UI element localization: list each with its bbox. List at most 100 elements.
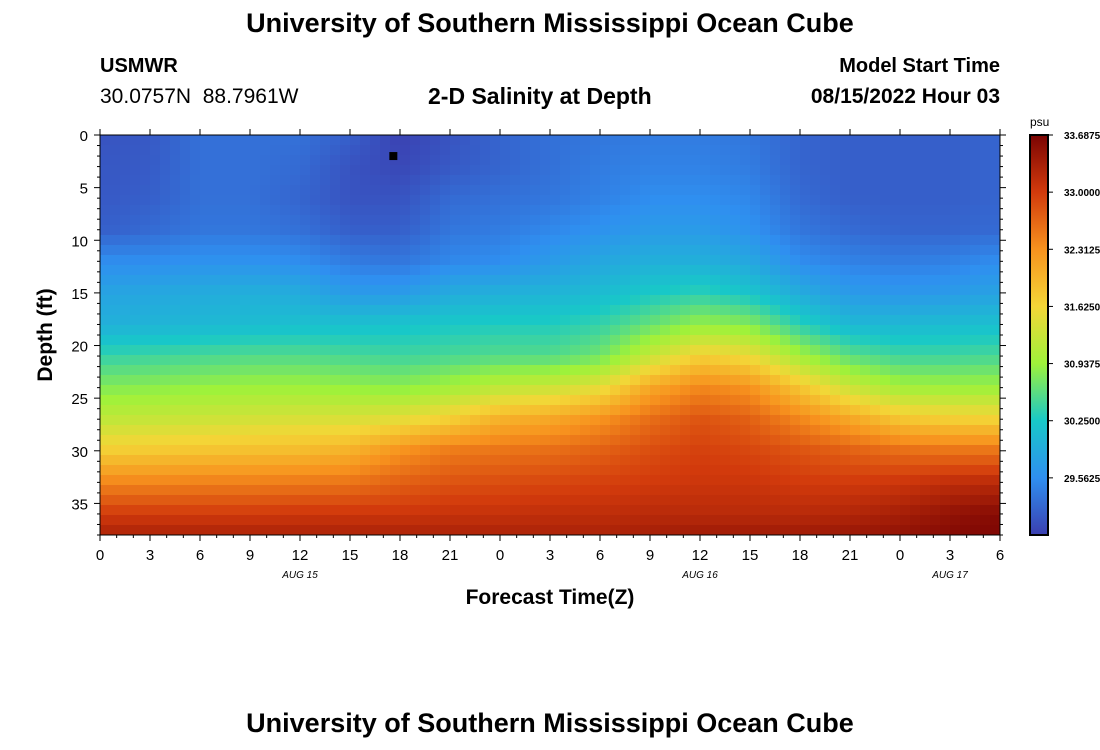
heatmap-cell	[700, 265, 711, 276]
heatmap-cell	[980, 355, 991, 366]
heatmap-cell	[590, 355, 601, 366]
heatmap-cell	[310, 145, 321, 156]
heatmap-cell	[490, 235, 501, 246]
heatmap-cell	[520, 245, 531, 256]
heatmap-cell	[320, 245, 331, 256]
heatmap-cell	[240, 245, 251, 256]
heatmap-cell	[360, 425, 371, 436]
heatmap-cell	[190, 395, 201, 406]
heatmap-cell	[110, 255, 121, 266]
heatmap-cell	[950, 155, 961, 166]
heatmap-cell	[470, 475, 481, 486]
heatmap-cell	[960, 465, 971, 476]
heatmap-cell	[160, 135, 171, 146]
heatmap-cell	[170, 485, 181, 496]
heatmap-cell	[130, 475, 141, 486]
heatmap-cell	[700, 465, 711, 476]
heatmap-cell	[260, 375, 271, 386]
heatmap-cell	[990, 135, 1000, 146]
heatmap-cell	[320, 505, 331, 516]
heatmap-cell	[860, 195, 871, 206]
heatmap-cell	[430, 495, 441, 506]
heatmap-cell	[760, 375, 771, 386]
heatmap-cell	[190, 505, 201, 516]
heatmap-cell	[820, 485, 831, 496]
heatmap-cell	[170, 255, 181, 266]
heatmap-cell	[940, 475, 951, 486]
heatmap-cell	[620, 205, 631, 216]
heatmap-cell	[200, 505, 211, 516]
heatmap-cell	[520, 275, 531, 286]
heatmap-cell	[910, 445, 921, 456]
heatmap-cell	[810, 155, 821, 166]
heatmap-cell	[820, 225, 831, 236]
heatmap-cell	[260, 435, 271, 446]
heatmap-cell	[600, 135, 611, 146]
heatmap-cell	[310, 505, 321, 516]
heatmap-cell	[910, 335, 921, 346]
heatmap-cell	[370, 265, 381, 276]
heatmap-cell	[650, 385, 661, 396]
heatmap-cell	[960, 485, 971, 496]
heatmap-cell	[530, 405, 541, 416]
heatmap-cell	[900, 425, 911, 436]
heatmap-cell	[270, 335, 281, 346]
heatmap-cell	[540, 515, 551, 526]
heatmap-cell	[800, 305, 811, 316]
heatmap-cell	[640, 365, 651, 376]
heatmap-cell	[160, 175, 171, 186]
heatmap-cell	[630, 315, 641, 326]
heatmap-cell	[320, 425, 331, 436]
heatmap-cell	[760, 505, 771, 516]
heatmap-cell	[250, 255, 261, 266]
heatmap-cell	[580, 305, 591, 316]
heatmap-cell	[720, 185, 731, 196]
heatmap-cell	[990, 435, 1000, 446]
heatmap-cell	[280, 455, 291, 466]
heatmap-cell	[210, 275, 221, 286]
heatmap-cell	[710, 465, 721, 476]
heatmap-cell	[100, 385, 111, 396]
heatmap-cell	[650, 215, 661, 226]
heatmap-cell	[840, 325, 851, 336]
heatmap-cell	[790, 155, 801, 166]
heatmap-cell	[810, 135, 821, 146]
heatmap-cell	[450, 445, 461, 456]
heatmap-cell	[810, 415, 821, 426]
heatmap-cell	[810, 175, 821, 186]
heatmap-cell	[570, 285, 581, 296]
heatmap-cell	[320, 315, 331, 326]
heatmap-cell	[820, 355, 831, 366]
heatmap-cell	[340, 185, 351, 196]
heatmap-cell	[560, 525, 571, 535]
heatmap-cell	[420, 405, 431, 416]
heatmap-cell	[130, 435, 141, 446]
heatmap-cell	[580, 485, 591, 496]
heatmap-cell	[230, 375, 241, 386]
heatmap-cell	[370, 185, 381, 196]
heatmap-cell	[730, 275, 741, 286]
heatmap-cell	[300, 185, 311, 196]
heatmap-cell	[630, 365, 641, 376]
heatmap-cell	[990, 195, 1000, 206]
heatmap-cell	[730, 205, 741, 216]
heatmap-cell	[660, 255, 671, 266]
heatmap-cell	[400, 425, 411, 436]
heatmap-cell	[910, 485, 921, 496]
heatmap-cell	[730, 385, 741, 396]
heatmap-cell	[540, 375, 551, 386]
heatmap-cell	[870, 505, 881, 516]
heatmap-cell	[630, 295, 641, 306]
heatmap-cell	[260, 155, 271, 166]
heatmap-cell	[470, 505, 481, 516]
heatmap-cell	[980, 455, 991, 466]
heatmap-cell	[330, 425, 341, 436]
heatmap-cell	[810, 405, 821, 416]
heatmap-cell	[650, 265, 661, 276]
heatmap-cell	[380, 255, 391, 266]
heatmap-cell	[730, 255, 741, 266]
heatmap-cell	[930, 195, 941, 206]
heatmap-cell	[210, 455, 221, 466]
heatmap-cell	[230, 515, 241, 526]
